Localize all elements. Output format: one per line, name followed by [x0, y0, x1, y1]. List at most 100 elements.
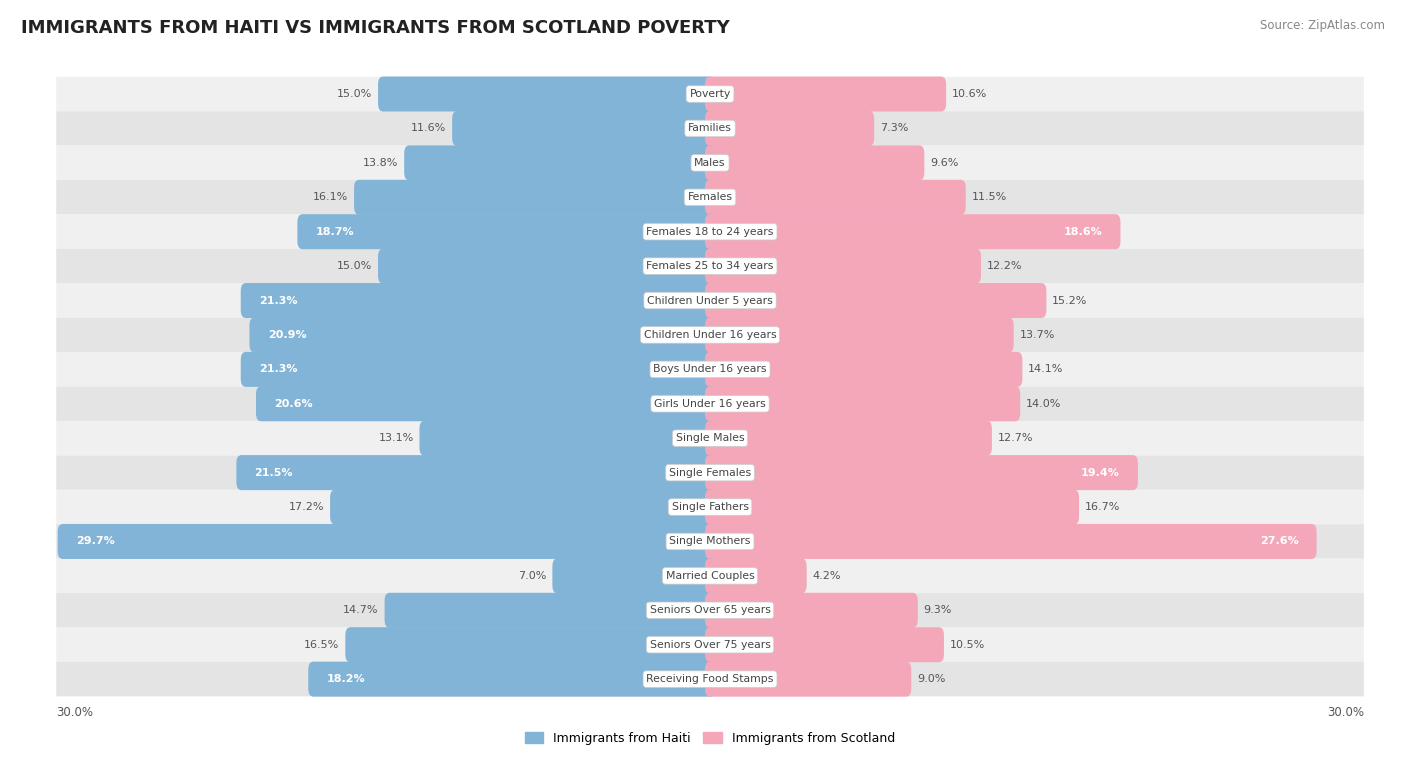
Text: IMMIGRANTS FROM HAITI VS IMMIGRANTS FROM SCOTLAND POVERTY: IMMIGRANTS FROM HAITI VS IMMIGRANTS FROM… — [21, 19, 730, 37]
Text: 21.3%: 21.3% — [259, 365, 298, 374]
Text: 9.3%: 9.3% — [924, 606, 952, 615]
FancyBboxPatch shape — [56, 628, 1364, 662]
FancyBboxPatch shape — [704, 455, 1137, 490]
Text: 7.3%: 7.3% — [880, 124, 908, 133]
Text: 19.4%: 19.4% — [1081, 468, 1119, 478]
FancyBboxPatch shape — [56, 111, 1364, 146]
FancyBboxPatch shape — [453, 111, 716, 146]
Text: Boys Under 16 years: Boys Under 16 years — [654, 365, 766, 374]
FancyBboxPatch shape — [419, 421, 716, 456]
Text: Married Couples: Married Couples — [665, 571, 755, 581]
FancyBboxPatch shape — [56, 559, 1364, 593]
Text: Receiving Food Stamps: Receiving Food Stamps — [647, 674, 773, 684]
Text: Girls Under 16 years: Girls Under 16 years — [654, 399, 766, 409]
FancyBboxPatch shape — [378, 249, 716, 283]
FancyBboxPatch shape — [704, 283, 1046, 318]
Text: 21.3%: 21.3% — [259, 296, 298, 305]
Text: 16.7%: 16.7% — [1085, 502, 1121, 512]
Text: 21.5%: 21.5% — [254, 468, 292, 478]
FancyBboxPatch shape — [56, 662, 1364, 697]
Text: 13.8%: 13.8% — [363, 158, 398, 168]
Text: 18.6%: 18.6% — [1063, 227, 1102, 236]
FancyBboxPatch shape — [240, 352, 716, 387]
FancyBboxPatch shape — [704, 77, 946, 111]
FancyBboxPatch shape — [56, 318, 1364, 352]
Text: Single Males: Single Males — [676, 434, 744, 443]
Text: 13.1%: 13.1% — [378, 434, 413, 443]
Text: Poverty: Poverty — [689, 89, 731, 99]
Text: 4.2%: 4.2% — [813, 571, 841, 581]
Text: 20.9%: 20.9% — [267, 330, 307, 340]
Text: 14.1%: 14.1% — [1028, 365, 1063, 374]
FancyBboxPatch shape — [56, 387, 1364, 421]
FancyBboxPatch shape — [56, 146, 1364, 180]
FancyBboxPatch shape — [704, 662, 911, 697]
FancyBboxPatch shape — [308, 662, 716, 697]
FancyBboxPatch shape — [704, 627, 943, 662]
FancyBboxPatch shape — [704, 318, 1014, 352]
Text: Males: Males — [695, 158, 725, 168]
FancyBboxPatch shape — [56, 456, 1364, 490]
Text: 27.6%: 27.6% — [1260, 537, 1298, 547]
Text: 20.6%: 20.6% — [274, 399, 312, 409]
Text: 15.2%: 15.2% — [1052, 296, 1088, 305]
FancyBboxPatch shape — [704, 490, 1078, 525]
FancyBboxPatch shape — [385, 593, 716, 628]
FancyBboxPatch shape — [240, 283, 716, 318]
FancyBboxPatch shape — [704, 559, 807, 594]
Text: 16.1%: 16.1% — [314, 193, 349, 202]
Text: Single Females: Single Females — [669, 468, 751, 478]
Text: Children Under 5 years: Children Under 5 years — [647, 296, 773, 305]
Text: 30.0%: 30.0% — [56, 706, 93, 719]
Text: Females 18 to 24 years: Females 18 to 24 years — [647, 227, 773, 236]
Text: Females 25 to 34 years: Females 25 to 34 years — [647, 261, 773, 271]
FancyBboxPatch shape — [56, 352, 1364, 387]
Text: 17.2%: 17.2% — [288, 502, 325, 512]
FancyBboxPatch shape — [56, 180, 1364, 215]
Text: Families: Families — [688, 124, 733, 133]
Text: 7.0%: 7.0% — [519, 571, 547, 581]
Text: 10.6%: 10.6% — [952, 89, 987, 99]
FancyBboxPatch shape — [704, 593, 918, 628]
Text: Single Fathers: Single Fathers — [672, 502, 748, 512]
FancyBboxPatch shape — [704, 111, 875, 146]
FancyBboxPatch shape — [56, 249, 1364, 283]
FancyBboxPatch shape — [56, 77, 1364, 111]
Text: 9.6%: 9.6% — [931, 158, 959, 168]
Legend: Immigrants from Haiti, Immigrants from Scotland: Immigrants from Haiti, Immigrants from S… — [520, 727, 900, 750]
FancyBboxPatch shape — [346, 627, 716, 662]
Text: 15.0%: 15.0% — [337, 89, 373, 99]
Text: 13.7%: 13.7% — [1019, 330, 1054, 340]
Text: 12.2%: 12.2% — [987, 261, 1022, 271]
FancyBboxPatch shape — [330, 490, 716, 525]
Text: 30.0%: 30.0% — [1327, 706, 1364, 719]
FancyBboxPatch shape — [58, 524, 716, 559]
Text: 15.0%: 15.0% — [337, 261, 373, 271]
FancyBboxPatch shape — [56, 215, 1364, 249]
FancyBboxPatch shape — [56, 490, 1364, 525]
FancyBboxPatch shape — [704, 387, 1021, 421]
FancyBboxPatch shape — [553, 559, 716, 594]
Text: Females: Females — [688, 193, 733, 202]
Text: 9.0%: 9.0% — [917, 674, 945, 684]
Text: 14.7%: 14.7% — [343, 606, 378, 615]
FancyBboxPatch shape — [704, 352, 1022, 387]
FancyBboxPatch shape — [56, 525, 1364, 559]
FancyBboxPatch shape — [56, 421, 1364, 456]
Text: 18.7%: 18.7% — [315, 227, 354, 236]
Text: 29.7%: 29.7% — [76, 537, 115, 547]
Text: 12.7%: 12.7% — [998, 434, 1033, 443]
FancyBboxPatch shape — [404, 146, 716, 180]
FancyBboxPatch shape — [704, 180, 966, 215]
FancyBboxPatch shape — [354, 180, 716, 215]
FancyBboxPatch shape — [704, 215, 1121, 249]
FancyBboxPatch shape — [56, 283, 1364, 318]
Text: 11.5%: 11.5% — [972, 193, 1007, 202]
FancyBboxPatch shape — [378, 77, 716, 111]
FancyBboxPatch shape — [56, 593, 1364, 628]
Text: 10.5%: 10.5% — [950, 640, 986, 650]
Text: 14.0%: 14.0% — [1026, 399, 1062, 409]
Text: 18.2%: 18.2% — [326, 674, 366, 684]
FancyBboxPatch shape — [704, 249, 981, 283]
FancyBboxPatch shape — [704, 146, 924, 180]
